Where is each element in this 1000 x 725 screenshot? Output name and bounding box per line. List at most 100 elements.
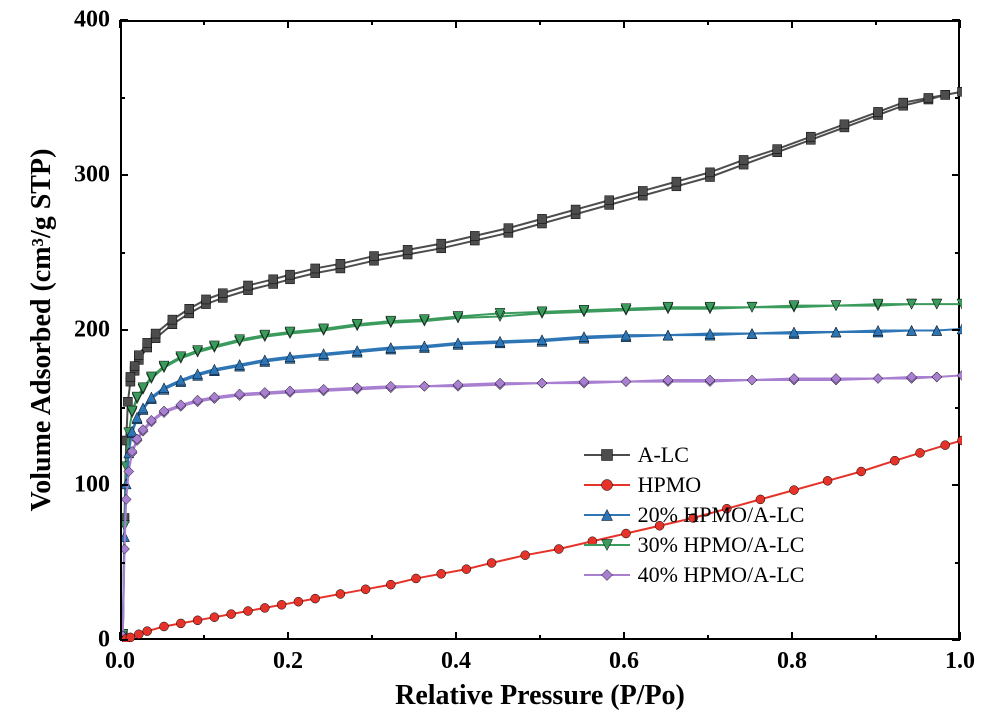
data-marker xyxy=(890,456,899,465)
data-marker xyxy=(134,351,143,360)
data-marker xyxy=(336,259,345,268)
data-marker xyxy=(126,372,135,381)
y-tick-label: 400 xyxy=(74,7,110,34)
legend-label: 20% HPMO/A-LC xyxy=(638,502,805,528)
x-tick-label: 0.8 xyxy=(777,648,807,675)
chart-container: 0100200300400 0.00.20.40.60.81.0 Volume … xyxy=(0,0,1000,725)
data-marker xyxy=(579,377,589,387)
data-marker xyxy=(437,239,446,248)
data-marker xyxy=(705,375,715,385)
data-marker xyxy=(789,374,799,384)
legend-swatch-line xyxy=(584,484,630,486)
data-marker xyxy=(260,387,270,397)
data-marker xyxy=(907,372,917,382)
legend-marker-icon xyxy=(601,540,612,551)
data-marker xyxy=(504,224,513,233)
legend-marker-icon xyxy=(601,450,612,461)
series-line xyxy=(123,375,962,635)
data-marker xyxy=(210,613,219,622)
series-line xyxy=(123,304,962,634)
data-marker xyxy=(806,132,815,141)
y-tick-label: 200 xyxy=(74,317,110,344)
data-marker xyxy=(294,597,303,606)
y-axis-label: Volume Adsorbed (cm³/g STP) xyxy=(26,149,58,512)
data-marker xyxy=(605,196,614,205)
data-marker xyxy=(227,610,236,619)
legend-item: A-LC xyxy=(584,441,805,469)
legend-swatch-line xyxy=(584,574,630,576)
data-marker xyxy=(538,214,547,223)
y-tick-label: 100 xyxy=(74,472,110,499)
legend-swatch-line xyxy=(584,544,630,546)
data-marker xyxy=(437,569,446,578)
legend-item: 30% HPMO/A-LC xyxy=(584,531,805,559)
x-axis-label: Relative Pressure (P/Po) xyxy=(395,680,685,712)
data-marker xyxy=(218,289,227,298)
data-marker xyxy=(941,90,950,99)
data-marker xyxy=(160,622,169,631)
data-marker xyxy=(412,574,421,583)
data-marker xyxy=(706,168,715,177)
legend-label: 30% HPMO/A-LC xyxy=(638,532,805,558)
data-marker xyxy=(130,362,139,371)
data-marker xyxy=(874,107,883,116)
data-marker xyxy=(403,245,412,254)
data-marker xyxy=(209,392,219,402)
legend-swatch-line xyxy=(584,514,630,516)
data-marker xyxy=(663,375,673,385)
data-marker xyxy=(370,252,379,261)
data-marker xyxy=(277,600,286,609)
data-marker xyxy=(386,580,395,589)
data-marker xyxy=(122,544,130,554)
data-marker xyxy=(185,304,194,313)
data-marker xyxy=(747,375,757,385)
legend-marker-icon xyxy=(601,570,612,581)
data-marker xyxy=(285,386,295,396)
legend-item: HPMO xyxy=(584,471,805,499)
data-marker xyxy=(773,145,782,154)
y-tick-label: 300 xyxy=(74,162,110,189)
data-marker xyxy=(419,381,429,391)
data-marker xyxy=(932,372,942,382)
data-marker xyxy=(831,374,841,384)
data-marker xyxy=(487,558,496,567)
data-marker xyxy=(958,436,963,445)
data-marker xyxy=(176,619,185,628)
data-marker xyxy=(193,616,202,625)
plot-area xyxy=(120,20,960,640)
data-marker xyxy=(840,120,849,129)
data-marker xyxy=(269,275,278,284)
data-marker xyxy=(739,155,748,164)
data-marker xyxy=(235,389,245,399)
data-marker xyxy=(311,594,320,603)
data-marker xyxy=(571,205,580,214)
data-marker xyxy=(260,603,269,612)
legend-item: 20% HPMO/A-LC xyxy=(584,501,805,529)
x-tick-label: 0.4 xyxy=(441,648,471,675)
data-marker xyxy=(386,381,396,391)
legend: A-LC HPMO 20% HPMO/A-LC 30% HPMO/A-LC 40% HP… xyxy=(574,433,815,597)
legend-swatch-line xyxy=(584,454,630,456)
data-marker xyxy=(143,627,152,636)
data-marker xyxy=(621,377,631,387)
data-marker xyxy=(361,585,370,594)
data-marker xyxy=(123,397,132,406)
data-marker xyxy=(319,384,329,394)
data-marker xyxy=(244,281,253,290)
data-marker xyxy=(202,295,211,304)
legend-item: 40% HPMO/A-LC xyxy=(584,561,805,589)
data-marker xyxy=(352,383,362,393)
x-tick-label: 0.0 xyxy=(105,648,135,675)
data-marker xyxy=(899,98,908,107)
data-marker xyxy=(957,370,962,380)
data-marker xyxy=(453,380,463,390)
data-marker xyxy=(521,551,530,560)
data-marker xyxy=(168,315,177,324)
data-marker xyxy=(311,264,320,273)
data-marker xyxy=(873,374,883,384)
data-marker xyxy=(122,494,131,504)
legend-label: A-LC xyxy=(638,442,689,468)
x-tick-label: 0.2 xyxy=(273,648,303,675)
legend-label: HPMO xyxy=(638,472,702,498)
data-marker xyxy=(958,87,963,96)
